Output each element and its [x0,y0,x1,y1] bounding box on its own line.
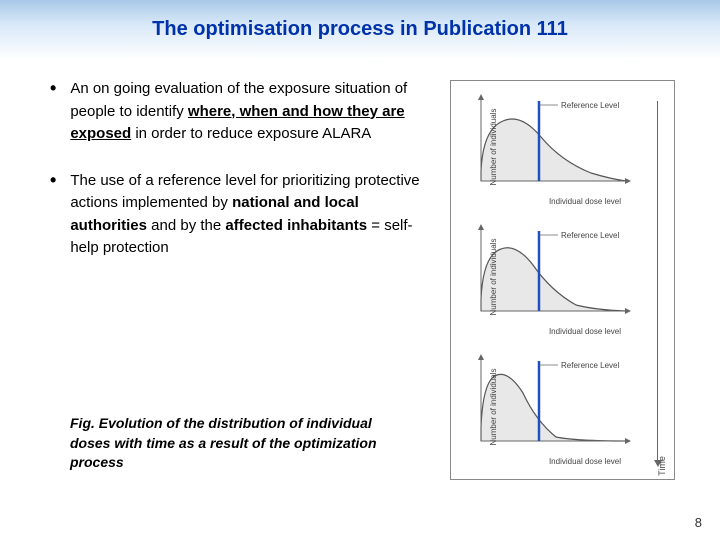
text-emphasis: affected inhabitants [225,217,367,234]
y-axis-label: Number of individuals [489,238,498,315]
page-number: 8 [695,515,702,530]
figure-box: Time Number of individuals Individual dos… [450,80,675,480]
bullet-item: • The use of a reference level for prior… [50,170,420,260]
bullet-item: • An on going evaluation of the exposure… [50,78,420,146]
x-axis-label: Individual dose level [549,457,621,466]
bullet-text: The use of a reference level for priorit… [70,170,420,260]
bullet-list: • An on going evaluation of the exposure… [50,78,420,284]
time-arrow [657,101,658,461]
reference-level-label: Reference Level [561,361,619,370]
reference-level-label: Reference Level [561,101,619,110]
slide-title: The optimisation process in Publication … [0,18,720,41]
y-axis-label: Number of individuals [489,108,498,185]
chart-panel: Number of individuals Individual dose lev… [461,219,631,334]
bullet-text: An on going evaluation of the exposure s… [70,78,420,146]
x-axis-label: Individual dose level [549,327,621,336]
x-axis-label: Individual dose level [549,197,621,206]
y-axis-label: Number of individuals [489,368,498,445]
chart-panel: Number of individuals Individual dose lev… [461,349,631,464]
bullet-marker: • [50,78,56,146]
text-segment: in order to reduce exposure ALARA [131,125,371,142]
reference-level-label: Reference Level [561,231,619,240]
text-segment: and by the [147,217,225,234]
figure-caption: Fig. Evolution of the distribution of in… [70,414,410,473]
time-label: Time [657,456,667,476]
chart-panel: Number of individuals Individual dose lev… [461,89,631,204]
bullet-marker: • [50,170,56,260]
